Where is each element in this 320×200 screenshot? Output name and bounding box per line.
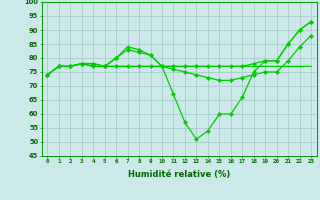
X-axis label: Humidité relative (%): Humidité relative (%) (128, 170, 230, 179)
